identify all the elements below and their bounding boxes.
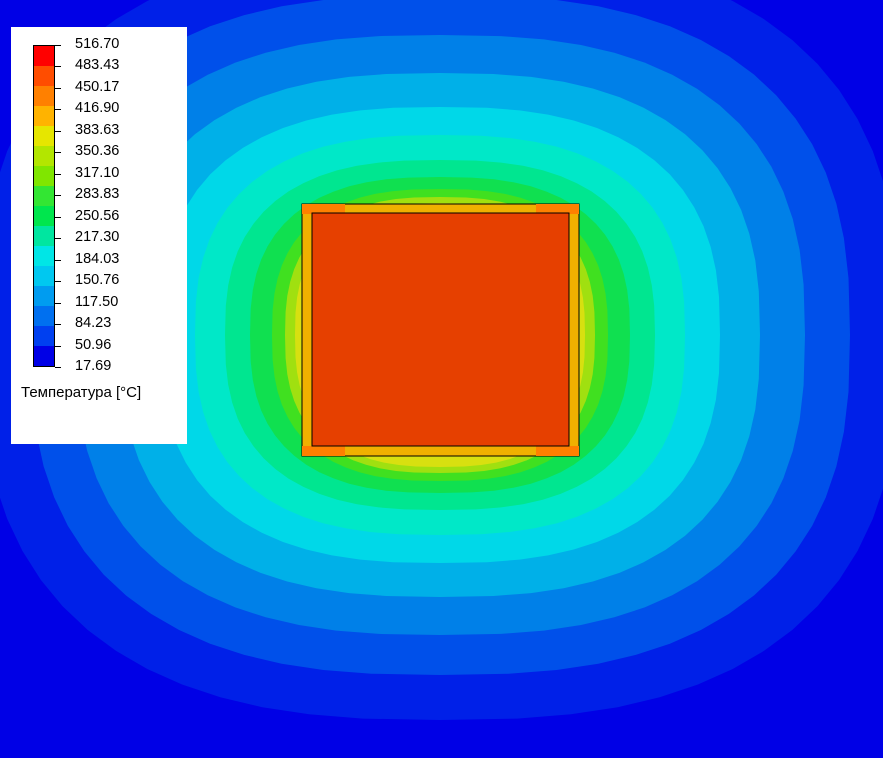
legend-tick-mark bbox=[55, 216, 61, 218]
legend-tick-label: 117.50 bbox=[75, 293, 119, 310]
legend-swatch bbox=[34, 206, 54, 226]
frame-corner bbox=[302, 446, 345, 456]
legend-tick-label: 383.63 bbox=[75, 121, 120, 138]
legend-tick-label: 450.17 bbox=[75, 78, 120, 95]
legend-swatch bbox=[34, 106, 54, 126]
legend-swatch bbox=[34, 66, 54, 86]
legend-tick-label: 516.70 bbox=[75, 36, 120, 52]
frame-corner bbox=[302, 204, 345, 214]
legend-tick-label: 483.43 bbox=[75, 57, 120, 74]
frame-corner bbox=[536, 446, 579, 456]
legend-tick-label: 217.30 bbox=[75, 229, 120, 246]
legend-swatch bbox=[34, 266, 54, 286]
legend-swatch bbox=[34, 186, 54, 206]
legend-swatch bbox=[34, 246, 54, 266]
legend-tick-mark bbox=[55, 152, 61, 154]
legend-tick-mark bbox=[55, 238, 61, 240]
frame-corner bbox=[536, 204, 579, 214]
legend-swatch bbox=[34, 86, 54, 106]
heater-block bbox=[311, 212, 570, 447]
legend-swatch bbox=[34, 226, 54, 246]
legend-swatch bbox=[34, 166, 54, 186]
legend-swatch bbox=[34, 286, 54, 306]
legend-colorbar bbox=[33, 45, 55, 367]
legend-tick-mark bbox=[55, 45, 61, 46]
legend-tick-mark bbox=[55, 66, 61, 68]
legend-tick-mark bbox=[55, 195, 61, 197]
legend-tick-mark bbox=[55, 345, 61, 347]
legend-swatch bbox=[34, 326, 54, 346]
legend-tick-mark bbox=[55, 367, 61, 368]
legend-tick-label: 317.10 bbox=[75, 164, 120, 181]
legend-tick-mark bbox=[55, 173, 61, 175]
legend-swatch bbox=[34, 346, 54, 366]
legend-tick-label: 50.96 bbox=[75, 336, 112, 353]
legend-title: Температура [°C] bbox=[21, 384, 142, 401]
legend-tick-label: 17.69 bbox=[75, 358, 112, 374]
legend-swatch bbox=[34, 126, 54, 146]
legend-swatch bbox=[34, 146, 54, 166]
legend-tick-label: 184.03 bbox=[75, 250, 120, 267]
legend-tick-mark bbox=[55, 259, 61, 261]
legend-tick-label: 416.90 bbox=[75, 100, 120, 117]
legend-tick-label: 350.36 bbox=[75, 143, 120, 160]
legend-tick-label: 250.56 bbox=[75, 207, 120, 224]
legend-tick-mark bbox=[55, 109, 61, 111]
color-legend: 516.70 483.43 450.17 416.90 383.63 350.36 317.… bbox=[11, 27, 187, 444]
legend-tick-label: 150.76 bbox=[75, 272, 120, 289]
legend-tick-mark bbox=[55, 324, 61, 326]
legend-swatch bbox=[34, 306, 54, 326]
legend-tick-mark bbox=[55, 87, 61, 89]
legend-tick-label: 283.83 bbox=[75, 186, 120, 203]
legend-swatch bbox=[34, 46, 54, 66]
legend-tick-label: 84.23 bbox=[75, 315, 112, 332]
legend-tick-mark bbox=[55, 302, 61, 304]
legend-tick-mark bbox=[55, 281, 61, 283]
legend-tick-mark bbox=[55, 130, 61, 132]
